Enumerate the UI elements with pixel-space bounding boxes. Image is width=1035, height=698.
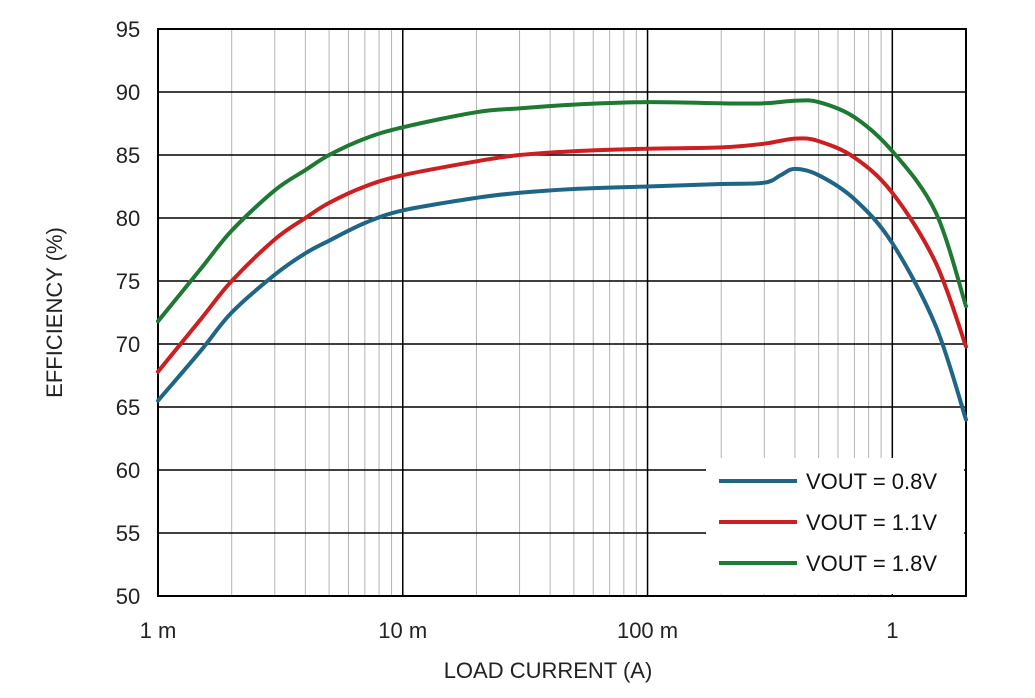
x-tick-label: 1	[886, 618, 898, 643]
y-tick-label: 90	[116, 80, 140, 105]
x-tick-labels: 1 m 10 m 100 m 1	[140, 618, 899, 643]
y-tick-label: 60	[116, 458, 140, 483]
y-tick-label: 80	[116, 206, 140, 231]
series-line-3	[156, 98, 968, 324]
series-lines	[156, 98, 968, 422]
legend-label-2: VOUT = 1.1V	[806, 510, 937, 535]
x-tick-label: 10 m	[378, 618, 427, 643]
legend: VOUT = 0.8V VOUT = 1.1V VOUT = 1.8V	[706, 458, 964, 594]
legend-label-1: VOUT = 0.8V	[806, 469, 937, 494]
y-tick-label: 50	[116, 584, 140, 609]
series-line-2	[156, 136, 968, 374]
y-tick-label: 75	[116, 269, 140, 294]
y-tick-label: 85	[116, 143, 140, 168]
series-line-1	[156, 166, 968, 422]
y-tick-label: 95	[116, 17, 140, 42]
y-tick-labels: 50 55 60 65 70 75 80 85 90 95	[116, 17, 140, 609]
y-axis-title: EFFICIENCY (%)	[42, 227, 67, 398]
x-tick-label: 100 m	[617, 618, 678, 643]
y-tick-label: 70	[116, 332, 140, 357]
x-axis-title: LOAD CURRENT (A)	[444, 658, 653, 683]
plot-frame	[157, 28, 967, 597]
y-tick-label: 65	[116, 395, 140, 420]
y-tick-label: 55	[116, 521, 140, 546]
legend-label-3: VOUT = 1.8V	[806, 551, 937, 576]
x-tick-label: 1 m	[140, 618, 177, 643]
